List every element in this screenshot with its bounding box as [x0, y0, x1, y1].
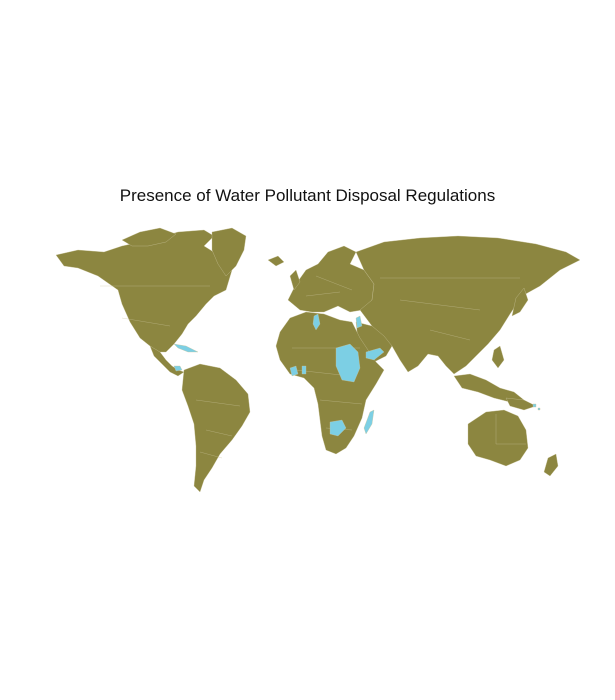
border-asia: [380, 277, 520, 341]
country-cuba: [173, 343, 199, 353]
country-ghana: [301, 365, 307, 375]
country-israel-palestine: [355, 315, 363, 329]
country-madagascar: [363, 409, 375, 435]
border-europe: [305, 275, 353, 297]
border-australia: [495, 414, 526, 445]
country-japan: [511, 287, 529, 317]
country-canadian-arctic: [121, 227, 177, 247]
country-greenland: [211, 227, 247, 277]
country-south-america: [181, 363, 251, 493]
country-southeast-asia-islands: [453, 373, 525, 403]
country-uk: [289, 269, 301, 291]
country-new-zealand: [543, 453, 559, 477]
country-australia: [467, 409, 529, 467]
country-philippines: [491, 345, 505, 369]
border-africa: [292, 347, 363, 431]
country-panama: [173, 365, 183, 372]
highlight-layer: [173, 313, 541, 437]
country-yemen: [365, 347, 385, 361]
pacific-island-2: [537, 407, 541, 411]
country-tunisia: [312, 313, 321, 331]
country-sudan: [335, 343, 361, 383]
border-layer: [100, 275, 526, 459]
country-north-america: [55, 229, 233, 353]
country-new-guinea: [505, 397, 537, 411]
country-zambia: [329, 419, 347, 437]
country-asia: [355, 235, 581, 375]
border-south-america: [195, 399, 241, 459]
map-title: Presence of Water Pollutant Disposal Reg…: [119, 186, 496, 205]
country-africa: [275, 311, 385, 455]
border-usa-mexico: [121, 317, 171, 327]
land-layer: [55, 227, 581, 493]
country-iceland: [267, 255, 285, 267]
country-cote-d-ivoire: [289, 365, 299, 377]
pacific-island-1: [532, 403, 537, 408]
